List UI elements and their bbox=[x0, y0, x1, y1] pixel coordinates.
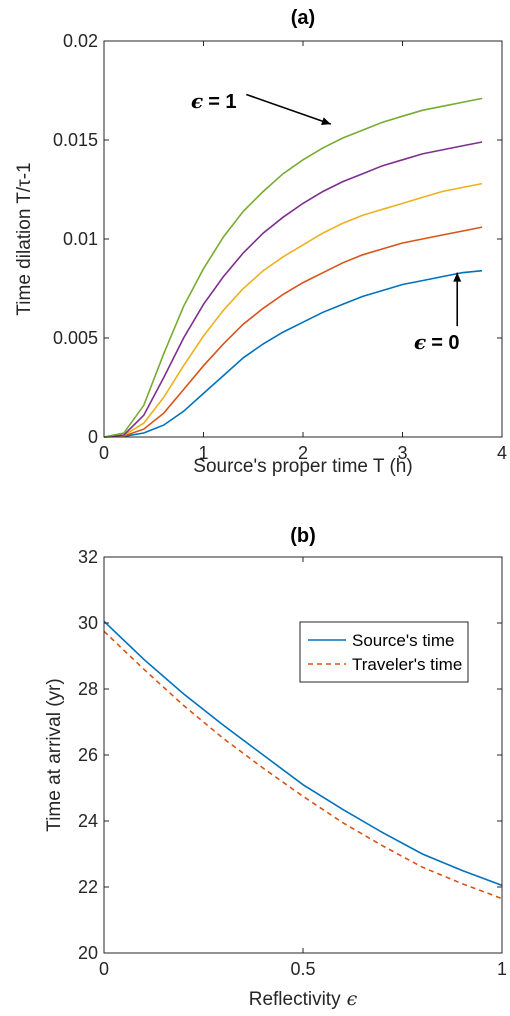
y-tick-label: 24 bbox=[78, 811, 98, 831]
series-line-0-3 bbox=[103, 141, 483, 438]
panel-a-x-ticks: 0 1 2 3 4 bbox=[99, 41, 507, 463]
legend-box bbox=[299, 621, 469, 683]
panel-b-plot-area bbox=[103, 620, 503, 900]
x-tick-label: 0 bbox=[99, 443, 109, 463]
y-tick-label: 32 bbox=[78, 547, 98, 567]
x-tick-label: 1 bbox=[198, 443, 208, 463]
y-tick-label: 26 bbox=[78, 745, 98, 765]
panel-b-x-ticks: 0 0.5 1 bbox=[99, 557, 507, 979]
annotation-eps-1-symbol: ϵ bbox=[191, 89, 203, 113]
annotation-arrow-shaft-0 bbox=[246, 93, 332, 125]
panel-a-annotation-arrows bbox=[246, 93, 462, 327]
y-tick-label: 28 bbox=[78, 679, 98, 699]
annotation-eps-1-label: = 1 bbox=[208, 91, 236, 113]
y-tick-label: 0.015 bbox=[53, 130, 98, 150]
panel-a-x-axis-label: Source's proper time T (h) bbox=[193, 456, 412, 477]
panel-b-x-axis-label-text: Reflectivity bbox=[249, 989, 341, 1010]
panel-a-y-ticks: 0 0.005 0.01 0.015 0.02 bbox=[53, 31, 502, 447]
series-line-0-1 bbox=[103, 226, 483, 438]
x-tick-label: 4 bbox=[497, 443, 507, 463]
y-tick-label: 20 bbox=[78, 943, 98, 963]
y-tick-label: 30 bbox=[78, 613, 98, 633]
series-line-1-0 bbox=[103, 620, 503, 887]
panel-b-title: (b) bbox=[290, 525, 316, 547]
y-tick-label: 0.01 bbox=[63, 229, 98, 249]
panel-a: (a) 0 1 2 3 4 0 0.005 0.01 0.015 0.02 Source's p… bbox=[14, 7, 507, 477]
panel-b-y-axis-label: Time at arrival (yr) bbox=[44, 678, 65, 831]
y-tick-label: 22 bbox=[78, 877, 98, 897]
x-tick-label: 1 bbox=[497, 959, 507, 979]
legend-label-source: Source's time bbox=[352, 631, 454, 650]
x-tick-label: 2 bbox=[298, 443, 308, 463]
y-tick-label: 0.005 bbox=[53, 328, 98, 348]
panel-a-y-axis-label: Time dilation T/τ-1 bbox=[14, 162, 35, 315]
series-line-0-2 bbox=[103, 182, 483, 438]
annotation-eps-1: ϵ = 1 bbox=[191, 89, 237, 113]
panel-b-axes-box bbox=[103, 556, 503, 954]
legend: Source's time Traveler's time bbox=[299, 621, 469, 683]
series-line-1-1 bbox=[103, 630, 503, 900]
panel-b-y-ticks: 20 22 24 26 28 30 32 bbox=[78, 547, 502, 963]
annotation-arrowhead-1 bbox=[453, 272, 462, 282]
panel-b-x-axis-label-symbol: ϵ bbox=[347, 988, 358, 1010]
x-tick-label: 3 bbox=[397, 443, 407, 463]
series-line-0-4 bbox=[103, 97, 483, 438]
legend-label-traveler: Traveler's time bbox=[352, 655, 462, 674]
annotation-eps-0: ϵ = 0 bbox=[414, 330, 460, 354]
panel-a-title: (a) bbox=[291, 7, 315, 29]
series-line-0-0 bbox=[103, 269, 483, 438]
annotation-eps-0-label: = 0 bbox=[431, 332, 459, 354]
x-tick-label: 0.5 bbox=[290, 959, 315, 979]
annotation-arrowhead-0 bbox=[321, 117, 331, 125]
panel-b-x-axis-label: Reflectivity ϵ bbox=[249, 988, 358, 1010]
panel-a-plot-area bbox=[103, 97, 483, 438]
y-tick-label: 0 bbox=[88, 427, 98, 447]
y-tick-label: 0.02 bbox=[63, 31, 98, 51]
annotation-eps-0-symbol: ϵ bbox=[414, 330, 426, 354]
x-tick-label: 0 bbox=[99, 959, 109, 979]
